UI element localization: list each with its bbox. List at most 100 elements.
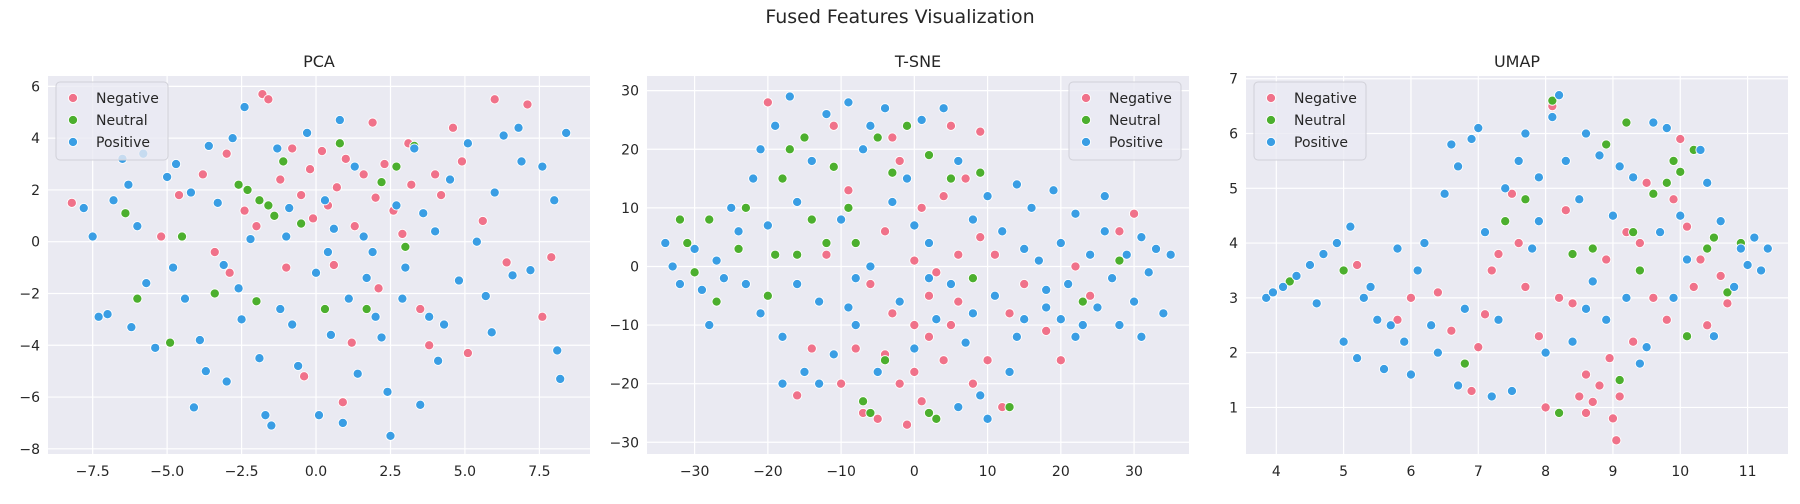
pca-point-positive [319, 195, 331, 206]
t-sne-point-positive [1129, 296, 1140, 307]
umap-point-positive [1513, 155, 1524, 166]
umap-point-positive [1439, 188, 1450, 199]
umap-point-negative [1432, 287, 1443, 298]
umap-point-neutral [1554, 407, 1565, 418]
t-sne-point-negative [931, 267, 942, 278]
pca-point-positive [549, 195, 560, 206]
umap-point-positive [1587, 276, 1598, 287]
pca-point-positive [302, 127, 313, 139]
pca-point-positive [194, 335, 205, 346]
pca-point-negative [367, 117, 378, 128]
pca-point-neutral [132, 293, 143, 304]
t-sne-point-negative [821, 249, 832, 260]
umap-legend-marker-negative [1265, 92, 1277, 104]
pca-xtick-label: 2.5 [379, 464, 401, 480]
umap-point-positive [1345, 221, 1356, 232]
umap-point-positive [1311, 298, 1322, 309]
pca-point-negative [263, 94, 274, 105]
t-sne-point-neutral [901, 120, 913, 131]
t-sne-xtick-label: −10 [826, 464, 856, 480]
pca-point-positive [489, 187, 500, 198]
pca-point-negative [546, 252, 557, 263]
t-sne-ytick-label: 20 [621, 142, 639, 158]
umap-point-neutral [1520, 194, 1531, 205]
t-sne-point-positive [1158, 308, 1169, 319]
umap-point-positive [1392, 243, 1403, 254]
pca-point-positive [185, 187, 196, 198]
t-sne-point-neutral [931, 413, 942, 424]
t-sne-point-positive [770, 120, 781, 131]
umap-point-negative [1715, 270, 1726, 282]
t-sne-point-negative [843, 185, 854, 196]
t-sne-point-positive [1085, 249, 1096, 260]
umap-point-negative [1540, 402, 1551, 413]
pca-point-positive [415, 399, 426, 410]
pca-point-negative [397, 228, 408, 239]
umap-point-positive [1628, 172, 1639, 183]
pca-point-negative [430, 169, 441, 180]
umap-point-negative [1574, 391, 1585, 402]
pca-point-negative [305, 164, 316, 175]
t-sne-point-negative [872, 413, 883, 424]
pca-point-neutral [400, 241, 411, 252]
umap-point-negative [1681, 221, 1693, 232]
pca-point-positive [284, 202, 295, 214]
pca-legend-label-positive: Positive [96, 135, 150, 151]
umap-point-positive [1479, 227, 1491, 238]
umap-xtick-label: 11 [1739, 464, 1757, 480]
t-sne-point-positive [1019, 243, 1030, 254]
pca-legend-label-negative: Negative [96, 91, 159, 107]
pca-point-positive [87, 231, 98, 242]
umap-point-positive [1466, 133, 1477, 145]
pca-point-positive [418, 208, 429, 219]
umap-point-negative [1594, 380, 1605, 391]
t-sne-point-positive [1136, 232, 1147, 243]
umap-point-neutral [1284, 276, 1295, 287]
pca-point-positive [513, 122, 524, 133]
pca-ytick-label: 4 [31, 131, 40, 147]
pca-point-positive [239, 102, 250, 113]
t-sne-point-neutral [872, 132, 883, 143]
t-sne-point-negative [953, 296, 964, 307]
umap-point-negative [1567, 298, 1578, 309]
t-sne-point-negative [887, 132, 898, 143]
pca-point-positive [349, 161, 360, 172]
umap-point-positive [1735, 243, 1746, 254]
t-sne-point-positive [1041, 284, 1052, 295]
pca-point-positive [486, 327, 497, 338]
t-sne-point-negative [850, 343, 861, 354]
umap-point-positive [1486, 391, 1497, 402]
umap-legend-box [1253, 81, 1367, 161]
pca-point-positive [168, 262, 179, 273]
umap-point-positive [1304, 259, 1316, 271]
t-sne-point-positive [748, 173, 759, 184]
pca-point-positive [188, 402, 199, 413]
t-sne-point-negative [923, 331, 935, 342]
t-sne-legend: Negative Neutral Positive [1068, 81, 1182, 161]
umap-point-neutral [1547, 95, 1558, 106]
t-sne-point-positive [858, 144, 869, 155]
umap-point-negative [1513, 238, 1524, 249]
t-sne-point-neutral [762, 290, 773, 301]
t-sne-point-negative [945, 320, 957, 331]
t-sne-point-negative [836, 378, 847, 389]
umap-point-positive [1641, 342, 1652, 353]
pca-point-positive [313, 410, 325, 421]
umap-point-positive [1533, 216, 1544, 227]
t-sne-point-neutral [1077, 296, 1088, 307]
t-sne-point-negative [828, 120, 839, 131]
pca-point-positive [343, 293, 354, 304]
t-sne-xtick-label: 0 [910, 464, 919, 480]
umap-point-positive [1560, 155, 1571, 166]
umap-point-positive [1749, 232, 1760, 243]
umap-point-positive [1277, 281, 1289, 292]
t-sne-point-negative [923, 290, 935, 301]
pca-point-negative [173, 190, 185, 201]
umap-point-neutral [1338, 265, 1349, 276]
t-sne-point-negative [894, 155, 905, 167]
pca-point-negative [447, 122, 459, 133]
t-sne-series-negative [762, 97, 1140, 430]
umap-point-negative [1554, 292, 1565, 303]
umap-point-positive [1426, 320, 1437, 331]
t-sne-point-negative [806, 343, 817, 354]
